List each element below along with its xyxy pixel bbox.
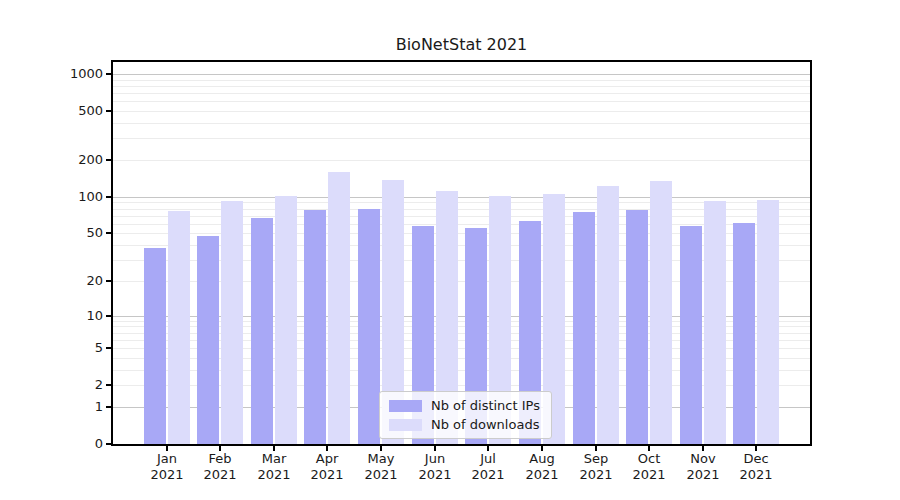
bar-mar-downloads: [275, 196, 297, 444]
legend-row-distinct-ips: Nb of distinct IPs: [389, 398, 540, 413]
bar-nov-distinct-ips: [680, 226, 702, 444]
legend-row-downloads: Nb of downloads: [389, 417, 540, 432]
bar-feb-distinct-ips: [197, 236, 219, 444]
bar-dec-downloads: [757, 200, 779, 444]
minor-gridline-300: [113, 138, 810, 139]
y-tick-mark-1000: [106, 73, 111, 75]
chart-title: BioNetStat 2021: [113, 35, 810, 55]
bar-sep-downloads: [597, 186, 619, 444]
bar-mar-distinct-ips: [251, 218, 273, 444]
bar-nov-downloads: [704, 201, 726, 444]
y-tick-label-100: 100: [0, 189, 103, 205]
bar-oct-downloads: [650, 181, 672, 444]
y-tick-mark-2: [106, 384, 111, 386]
bar-dec-distinct-ips: [733, 223, 755, 444]
minor-gridline-900: [113, 80, 810, 81]
y-tick-mark-200: [106, 159, 111, 161]
y-tick-label-10: 10: [0, 308, 103, 324]
major-gridline-100: [113, 197, 810, 198]
y-tick-label-200: 200: [0, 152, 103, 168]
figure: BioNetStat 2021 Nb of distinct IPs Nb of…: [0, 0, 900, 500]
plot-area: Nb of distinct IPs Nb of downloads: [113, 62, 810, 444]
y-tick-label-2: 2: [0, 377, 103, 393]
legend-swatch-distinct-ips: [389, 400, 422, 412]
y-tick-label-0: 0: [0, 436, 103, 452]
y-tick-mark-5: [106, 347, 111, 349]
legend-label-downloads: Nb of downloads: [431, 417, 539, 432]
y-tick-mark-20: [106, 280, 111, 282]
y-tick-mark-0: [106, 443, 111, 445]
y-tick-label-20: 20: [0, 273, 103, 289]
minor-gridline-500: [113, 111, 810, 112]
y-tick-mark-10: [106, 315, 111, 317]
y-tick-mark-100: [106, 196, 111, 198]
y-tick-label-1000: 1000: [0, 66, 103, 82]
y-tick-label-500: 500: [0, 103, 103, 119]
y-tick-label-50: 50: [0, 225, 103, 241]
minor-gridline-800: [113, 86, 810, 87]
minor-gridline-700: [113, 93, 810, 94]
bar-jan-downloads: [168, 211, 190, 444]
minor-gridline-200: [113, 160, 810, 161]
y-tick-label-5: 5: [0, 340, 103, 356]
x-tick-label-dec: Dec2021: [716, 451, 796, 483]
bar-apr-downloads: [328, 172, 350, 444]
y-tick-mark-500: [106, 110, 111, 112]
bar-may-distinct-ips: [358, 209, 380, 444]
y-tick-label-1: 1: [0, 399, 103, 415]
major-gridline-1000: [113, 74, 810, 75]
minor-gridline-400: [113, 123, 810, 124]
bar-feb-downloads: [221, 201, 243, 444]
minor-gridline-600: [113, 101, 810, 102]
y-tick-mark-50: [106, 232, 111, 234]
bar-jan-distinct-ips: [144, 248, 166, 444]
bar-sep-distinct-ips: [573, 212, 595, 444]
bar-oct-distinct-ips: [626, 210, 648, 444]
legend-label-distinct-ips: Nb of distinct IPs: [431, 398, 540, 413]
legend: Nb of distinct IPs Nb of downloads: [379, 391, 552, 439]
y-tick-mark-1: [106, 406, 111, 408]
bar-apr-distinct-ips: [304, 210, 326, 444]
legend-swatch-downloads: [389, 419, 422, 431]
